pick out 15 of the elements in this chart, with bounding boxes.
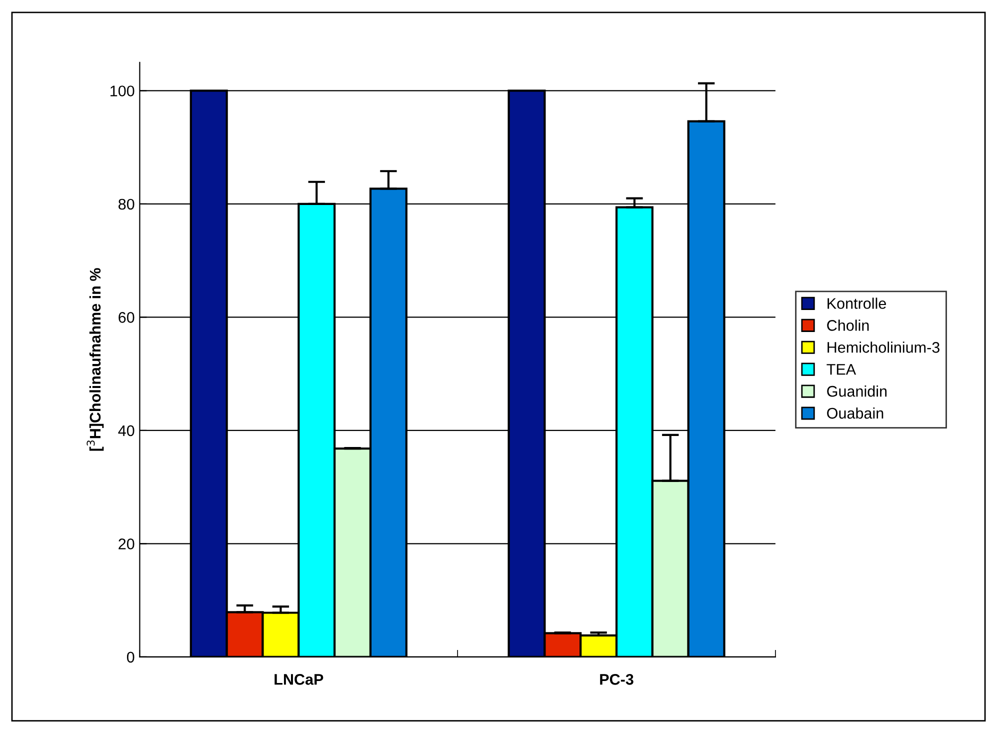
y-tick-label: 0 [126, 652, 134, 663]
legend-label: TEA [826, 364, 856, 375]
x-tick-label: LNCaP [274, 674, 324, 685]
legend-label: Cholin [827, 320, 869, 331]
x-tick-label: PC-3 [600, 674, 634, 685]
y-axis-title: [$^{3}$H]Cholinaufnahme in % [86, 268, 104, 451]
legend-label: Guanidin [827, 386, 887, 397]
y-tick-label: 60 [118, 312, 134, 323]
y-tick-label: 20 [118, 538, 134, 550]
legend-label: Ouabain [827, 407, 884, 419]
y-tick-label: 100 [110, 86, 134, 96]
y-tick-label: 40 [118, 425, 134, 436]
y-tick-label: 80 [118, 198, 134, 210]
legend-label: Kontrolle [828, 298, 886, 309]
legend-label: Hemicholinium-3 [828, 342, 940, 353]
